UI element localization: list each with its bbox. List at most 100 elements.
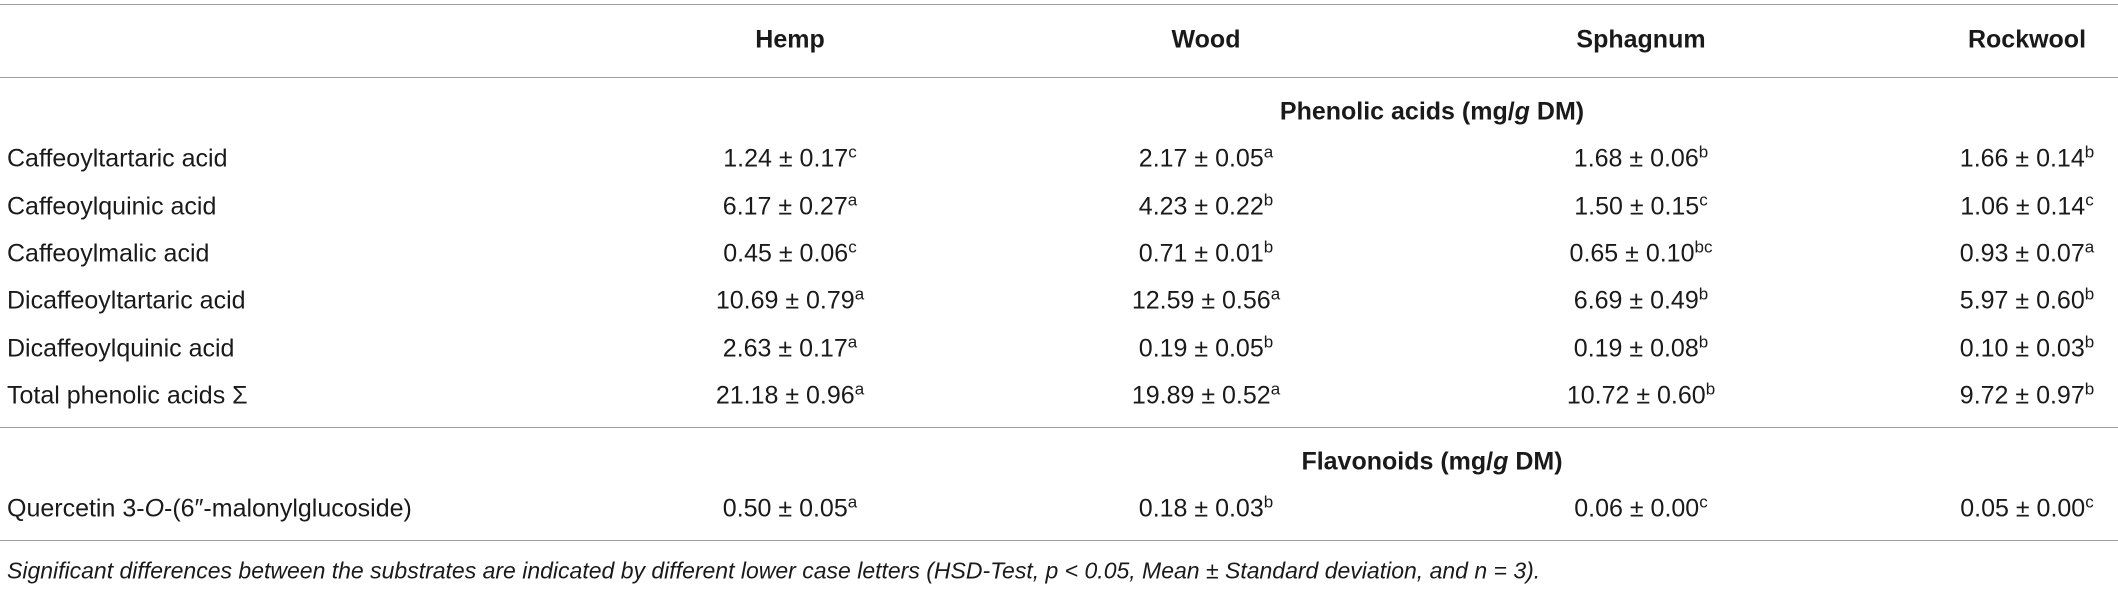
cell-value: 6.17 ± 0.27: [722, 192, 848, 221]
significance-letter: b: [1705, 379, 1716, 399]
significance-letter: b: [2084, 142, 2095, 162]
cell: 4.23 ± 0.22b: [1138, 191, 1273, 221]
cell-value: 0.06 ± 0.00: [1574, 494, 1700, 523]
cell-value: 0.93 ± 0.07: [1959, 239, 2085, 268]
cell: 9.72 ± 0.97b: [1959, 380, 2094, 410]
cell-value: 1.24 ± 0.17: [723, 144, 849, 173]
column-header: Hemp: [755, 25, 825, 54]
cell-value: 0.45 ± 0.06: [723, 239, 849, 268]
significance-letter: b: [1698, 142, 1709, 162]
cell-value: 0.10 ± 0.03: [1959, 334, 2085, 362]
cell-value: 1.50 ± 0.15: [1574, 192, 1700, 221]
cell-value: 6.69 ± 0.49: [1573, 286, 1699, 315]
label-part: Caffeoyltartaric acid: [7, 144, 228, 173]
cell-value: 12.59 ± 0.56: [1131, 286, 1271, 315]
significance-letter: a: [2084, 237, 2095, 257]
cell: 21.18 ± 0.96a: [715, 380, 864, 410]
cell-value: 21.18 ± 0.96: [715, 381, 855, 410]
significance-letter: c: [848, 237, 857, 257]
cell-value: 2.17 ± 0.05: [1138, 144, 1264, 173]
label-part: Quercetin 3-: [7, 494, 145, 523]
cell: 0.18 ± 0.03b: [1138, 494, 1273, 523]
label-part: Total phenolic acids Σ: [7, 381, 248, 410]
cell-value: 0.71 ± 0.01: [1138, 239, 1264, 268]
significance-letter: bc: [1694, 237, 1713, 257]
significance-letter: c: [1699, 190, 1708, 210]
rule-line: [0, 540, 2118, 542]
cell: 19.89 ± 0.52a: [1131, 380, 1280, 410]
cell-value: 0.18 ± 0.03: [1138, 494, 1264, 523]
cell: 0.05 ± 0.00c: [1960, 494, 2093, 523]
label-part: Caffeoylquinic acid: [7, 192, 217, 221]
cell-value: 19.89 ± 0.52: [1131, 381, 1271, 410]
cell: 0.45 ± 0.06c: [723, 238, 856, 268]
significance-letter: c: [2085, 492, 2094, 512]
cell: 0.19 ± 0.08b: [1574, 333, 1708, 361]
row-label: Dicaffeoylquinic acid: [7, 336, 234, 361]
cell-value: 0.50 ± 0.05: [722, 494, 848, 523]
cell: 0.65 ± 0.10bc: [1569, 238, 1713, 268]
cell: 6.69 ± 0.49b: [1573, 286, 1708, 315]
cell: 0.71 ± 0.01b: [1138, 238, 1273, 268]
row-label: Caffeoylquinic acid: [7, 194, 216, 219]
significance-letter: a: [1263, 142, 1274, 162]
significance-letter: b: [1263, 332, 1274, 351]
section-title: Phenolic acids (mg/g DM): [1279, 97, 1585, 126]
cell: 0.06 ± 0.00c: [1574, 494, 1707, 523]
significance-letter: a: [854, 284, 865, 304]
row-label: Caffeoylmalic acid: [7, 241, 209, 266]
column-header: Rockwool: [1967, 25, 2087, 54]
cell: 1.68 ± 0.06b: [1573, 144, 1708, 173]
row-label: Caffeoyltartaric acid: [7, 144, 228, 173]
label-part: -(6″-malonylglucoside): [164, 494, 412, 523]
cell-value: 10.72 ± 0.60: [1566, 381, 1706, 410]
cell-value: 2.63 ± 0.17: [722, 334, 848, 362]
footnote: Significant differences between the subs…: [7, 557, 1541, 584]
significance-letter: b: [1263, 492, 1274, 512]
cell: 1.06 ± 0.14c: [1960, 191, 2093, 221]
label-part: Caffeoylmalic acid: [7, 239, 210, 268]
title-part: Flavonoids (mg/: [1301, 447, 1494, 476]
title-part: Phenolic acids (mg/: [1279, 97, 1515, 126]
label-part: Dicaffeoylquinic acid: [7, 334, 235, 362]
title-part: DM): [1529, 97, 1585, 126]
cell-value: 1.66 ± 0.14: [1959, 144, 2085, 173]
cell-value: 4.23 ± 0.22: [1138, 192, 1264, 221]
significance-letter: b: [1698, 284, 1709, 304]
cell: 0.50 ± 0.05a: [722, 494, 857, 523]
cell: 12.59 ± 0.56a: [1131, 286, 1280, 315]
cell-value: 0.05 ± 0.00: [1960, 494, 2086, 523]
significance-letter: c: [848, 142, 857, 162]
cell: 6.17 ± 0.27a: [722, 191, 857, 221]
significance-letter: c: [2085, 190, 2094, 210]
cell: 5.97 ± 0.60b: [1960, 286, 2094, 314]
section-title: Flavonoids (mg/g DM): [1301, 449, 1562, 474]
cell-value: 9.72 ± 0.97: [1959, 381, 2085, 410]
title-part: g: [1493, 447, 1509, 476]
title-part: g: [1514, 97, 1530, 126]
cell: 1.50 ± 0.15c: [1574, 191, 1707, 221]
significance-letter: b: [1263, 237, 1274, 257]
label-part: Dicaffeoyltartaric acid: [7, 286, 246, 315]
row-label: Total phenolic acids Σ: [7, 383, 248, 408]
significance-letter: b: [1698, 332, 1709, 351]
cell-value: 0.65 ± 0.10: [1569, 239, 1695, 268]
cell: 1.66 ± 0.14b: [1959, 144, 2094, 173]
cell: 10.69 ± 0.79a: [715, 286, 864, 315]
cell-value: 10.69 ± 0.79: [715, 286, 855, 315]
rule-line: [0, 77, 2118, 78]
significance-letter: b: [1263, 190, 1274, 210]
row-label: Dicaffeoyltartaric acid: [7, 286, 246, 315]
rule-line: [0, 4, 2118, 5]
column-header: Wood: [1171, 25, 1241, 54]
significance-letter: a: [1270, 379, 1281, 399]
cell-value: 1.06 ± 0.14: [1960, 192, 2086, 221]
cell: 2.17 ± 0.05a: [1138, 144, 1273, 173]
column-header: Sphagnum: [1576, 25, 1706, 54]
cell-value: 1.68 ± 0.06: [1573, 144, 1699, 173]
cell-value: 0.19 ± 0.05: [1138, 334, 1264, 362]
rule-line: [0, 426, 2118, 428]
cell: 2.63 ± 0.17a: [722, 333, 857, 362]
significance-letter: b: [2084, 379, 2095, 399]
